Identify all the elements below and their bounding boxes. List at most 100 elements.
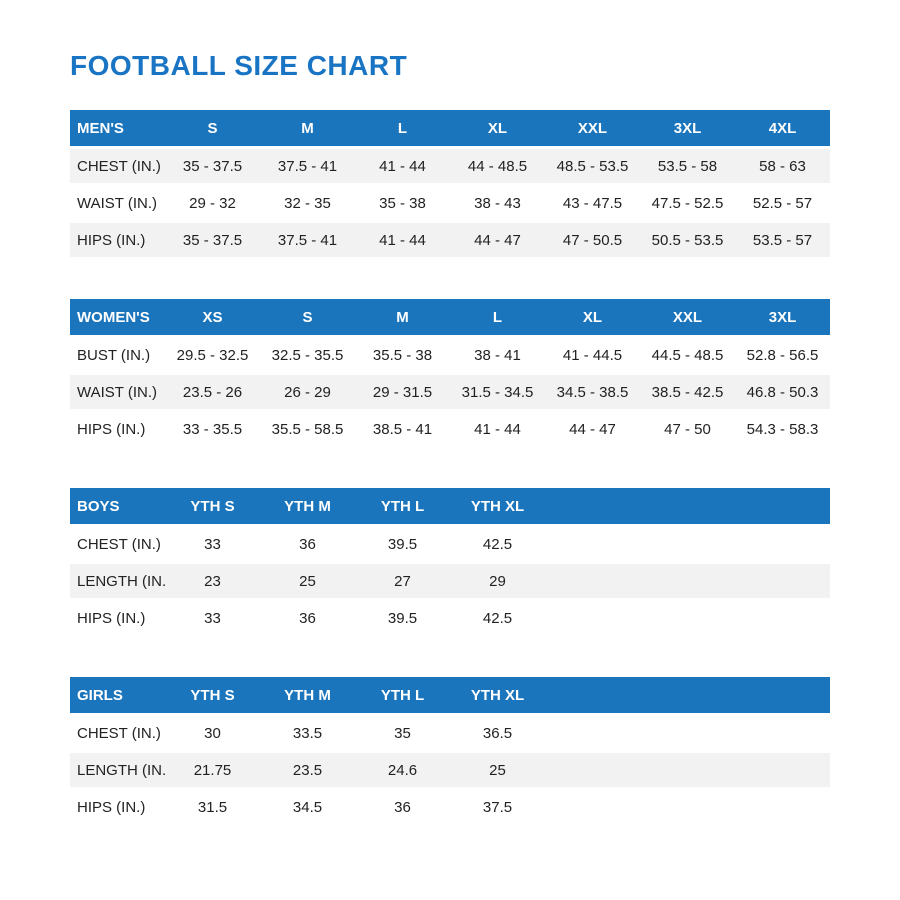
table-cell: 33.5	[292, 724, 323, 742]
size-chart-page: FOOTBALL SIZE CHART MEN'S S M L XL XXL 3XL 4XL C…	[70, 50, 830, 824]
table-cell: 33	[204, 535, 221, 553]
row-label: CHEST (IN.)	[77, 724, 161, 742]
table-cell: 52.5 - 57	[752, 194, 813, 212]
table-cell: 35 - 37.5	[182, 157, 243, 175]
column-header: XXL	[672, 308, 703, 326]
column-header: XS	[202, 308, 223, 326]
row-label: LENGTH (IN.)	[77, 572, 165, 590]
table-cell: 25	[299, 572, 316, 590]
table-cell: 42.5	[482, 609, 513, 627]
row-label: HIPS (IN.)	[77, 231, 146, 249]
womens-header-row: WOMEN'S XS S M L XL XXL 3XL	[70, 299, 830, 335]
table-cell: 33	[204, 609, 221, 627]
column-header: M	[301, 119, 314, 137]
table-cell: 25	[489, 761, 506, 779]
table-cell: 44.5 - 48.5	[651, 346, 724, 364]
table-cell: 38.5 - 41	[372, 420, 433, 438]
girls-header-row: GIRLS YTH S YTH M YTH L YTH XL	[70, 677, 830, 713]
table-cell: 35.5 - 38	[372, 346, 433, 364]
column-header: 4XL	[768, 119, 797, 137]
table-cell: 41 - 44	[379, 157, 426, 175]
womens-size-table: WOMEN'S XS S M L XL XXL 3XL BUST (IN.) 29.5 - 32.…	[70, 299, 830, 446]
table-row: BUST (IN.) 29.5 - 32.5 32.5 - 35.5 35.5 - 3…	[70, 338, 830, 372]
column-header: 3XL	[768, 308, 797, 326]
boys-size-table: BOYS YTH S YTH M YTH L YTH XL CHEST (IN.) 33 36…	[70, 488, 830, 635]
table-cell: 29.5 - 32.5	[176, 346, 249, 364]
table-cell: 36	[299, 609, 316, 627]
table-cell: 21.75	[193, 761, 232, 779]
table-row: CHEST (IN.) 30 33.5 35 36.5	[70, 716, 830, 750]
row-label: HIPS (IN.)	[77, 798, 146, 816]
row-label: WAIST (IN.)	[77, 194, 157, 212]
table-row: WAIST (IN.) 29 - 32 32 - 35 35 - 38 38 - 43 4…	[70, 186, 830, 220]
table-cell: 32.5 - 35.5	[271, 346, 344, 364]
table-cell: 53.5 - 57	[752, 231, 813, 249]
table-cell: 47 - 50	[664, 420, 711, 438]
table-cell: 37.5 - 41	[277, 231, 338, 249]
table-row: CHEST (IN.) 33 36 39.5 42.5	[70, 527, 830, 561]
boys-table-title: BOYS	[77, 497, 120, 515]
column-header: S	[207, 119, 218, 137]
table-cell: 23	[204, 572, 221, 590]
page-title: FOOTBALL SIZE CHART	[70, 50, 408, 81]
table-cell: 54.3 - 58.3	[746, 420, 819, 438]
table-cell: 50.5 - 53.5	[651, 231, 724, 249]
table-cell: 35	[394, 724, 411, 742]
table-cell: 31.5 - 34.5	[461, 383, 534, 401]
table-cell: 38.5 - 42.5	[651, 383, 724, 401]
table-cell: 33 - 35.5	[182, 420, 243, 438]
column-header: YTH XL	[470, 497, 525, 515]
table-cell: 24.6	[387, 761, 418, 779]
table-cell: 44 - 47	[474, 231, 521, 249]
column-header: YTH M	[284, 497, 331, 515]
boys-header-row: BOYS YTH S YTH M YTH L YTH XL	[70, 488, 830, 524]
column-header: YTH S	[190, 686, 235, 704]
column-header: XL	[487, 119, 508, 137]
table-cell: 41 - 44.5	[562, 346, 623, 364]
table-cell: 36.5	[482, 724, 513, 742]
table-cell: 38 - 41	[474, 346, 521, 364]
table-cell: 44 - 48.5	[467, 157, 528, 175]
table-cell: 48.5 - 53.5	[556, 157, 629, 175]
table-cell: 36	[299, 535, 316, 553]
womens-table-title: WOMEN'S	[77, 308, 150, 326]
row-label: HIPS (IN.)	[77, 420, 146, 438]
column-header: YTH M	[284, 686, 331, 704]
table-cell: 46.8 - 50.3	[746, 383, 819, 401]
table-row: HIPS (IN.) 33 - 35.5 35.5 - 58.5 38.5 - 41 4…	[70, 412, 830, 446]
table-cell: 36	[394, 798, 411, 816]
table-cell: 43 - 47.5	[562, 194, 623, 212]
table-cell: 30	[204, 724, 221, 742]
table-cell: 34.5 - 38.5	[556, 383, 629, 401]
table-row: LENGTH (IN.) 21.75 23.5 24.6 25	[70, 753, 830, 787]
table-cell: 42.5	[482, 535, 513, 553]
column-header: YTH L	[380, 686, 425, 704]
table-cell: 52.8 - 56.5	[746, 346, 819, 364]
row-label: BUST (IN.)	[77, 346, 151, 364]
table-cell: 31.5	[197, 798, 228, 816]
column-header: 3XL	[673, 119, 702, 137]
table-cell: 29	[489, 572, 506, 590]
column-header: YTH XL	[470, 686, 525, 704]
table-cell: 41 - 44	[474, 420, 521, 438]
column-header: M	[396, 308, 409, 326]
row-label: WAIST (IN.)	[77, 383, 157, 401]
girls-size-table: GIRLS YTH S YTH M YTH L YTH XL CHEST (IN.) 30 3…	[70, 677, 830, 824]
table-cell: 47 - 50.5	[562, 231, 623, 249]
table-row: WAIST (IN.) 23.5 - 26 26 - 29 29 - 31.5 31.5…	[70, 375, 830, 409]
table-row: CHEST (IN.) 35 - 37.5 37.5 - 41 41 - 44 44 -…	[70, 149, 830, 183]
table-cell: 58 - 63	[759, 157, 806, 175]
table-row: HIPS (IN.) 33 36 39.5 42.5	[70, 601, 830, 635]
table-cell: 32 - 35	[284, 194, 331, 212]
column-header: S	[302, 308, 313, 326]
table-cell: 44 - 47	[569, 420, 616, 438]
mens-table-title: MEN'S	[77, 119, 124, 137]
mens-size-table: MEN'S S M L XL XXL 3XL 4XL CHEST (IN.) 35 - 37.5 3…	[70, 110, 830, 257]
table-cell: 23.5 - 26	[182, 383, 243, 401]
column-header: XXL	[577, 119, 608, 137]
table-row: LENGTH (IN.) 23 25 27 29	[70, 564, 830, 598]
column-header: L	[397, 119, 408, 137]
girls-table-title: GIRLS	[77, 686, 123, 704]
table-cell: 26 - 29	[284, 383, 331, 401]
column-header: YTH S	[190, 497, 235, 515]
